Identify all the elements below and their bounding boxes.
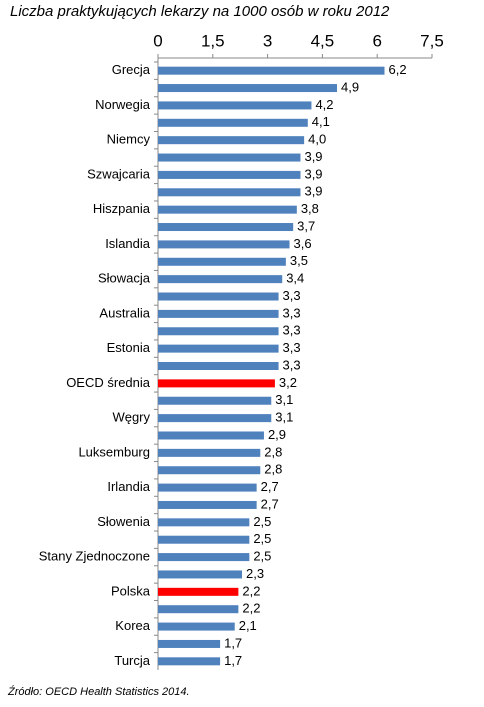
bar [158,292,279,301]
y-tick-label: Korea [115,618,150,633]
value-label: 3,3 [283,288,301,303]
bar [158,414,272,423]
y-tick-label: Grecja [112,62,151,77]
value-label: 3,4 [286,271,304,286]
chart-title: Liczba praktykujących lekarzy na 1000 os… [10,3,390,20]
value-label: 4,0 [308,132,326,147]
bar [158,344,279,353]
value-label: 3,3 [283,340,301,355]
y-tick-label: Słowacja [98,271,151,286]
value-label: 2,5 [253,549,271,564]
source-note: Źródło: OECD Health Statistics 2014. [7,685,190,698]
value-label: 3,9 [304,149,322,164]
y-tick-label: Niemcy [107,132,151,147]
value-label: 3,1 [275,392,293,407]
bar [158,223,294,232]
y-tick-label: Luksemburg [78,444,150,459]
value-label: 3,2 [279,375,297,390]
value-label: 3,9 [304,166,322,181]
value-label: 4,1 [312,114,330,129]
bar [158,136,305,145]
bar [158,257,286,266]
y-tick-label: Węgry [112,410,150,425]
y-tick-label: Polska [111,583,151,598]
value-label: 2,7 [261,479,279,494]
bar [158,327,279,336]
bar [158,622,235,631]
value-label: 3,6 [294,236,312,251]
value-label: 3,7 [297,218,315,233]
x-tick-label: 7,5 [420,31,444,50]
y-tick-label: Stany Zjednoczone [39,549,150,564]
value-label: 2,1 [239,618,257,633]
y-tick-label: Australia [99,305,150,320]
value-label: 2,5 [253,531,271,546]
value-label: 1,7 [224,653,242,668]
value-label: 2,8 [264,444,282,459]
bar [158,535,250,544]
bar [158,66,385,75]
bar [158,170,301,179]
bar [158,518,250,527]
x-tick-label: 0 [153,31,162,50]
bar [158,483,257,492]
value-label: 2,2 [242,583,260,598]
value-label: 2,2 [242,601,260,616]
bar [158,379,275,388]
value-label: 3,3 [283,323,301,338]
bar [158,553,250,562]
value-label: 3,8 [301,201,319,216]
bar [158,396,272,405]
y-tick-label: Estonia [107,340,151,355]
bar [158,500,257,509]
y-tick-label: Norwegia [95,97,151,112]
y-tick-label: Irlandia [107,479,150,494]
y-tick-label: Islandia [105,236,151,251]
bar [158,362,279,370]
value-label: 1,7 [224,635,242,650]
value-label: 2,5 [253,514,271,529]
x-tick-label: 4,5 [311,31,335,50]
y-tick-label: Szwajcaria [87,166,151,181]
y-tick-label: Słowenia [97,514,151,529]
bar [158,118,308,127]
bar [158,587,239,596]
value-label: 3,5 [290,253,308,268]
value-label: 2,3 [246,566,264,581]
bar [158,188,301,197]
value-label: 2,8 [264,462,282,477]
value-label: 4,9 [341,79,359,94]
value-label: 6,2 [389,62,407,77]
x-tick-label: 1,5 [201,31,225,50]
bar [158,639,221,648]
bar [158,205,297,214]
value-label: 3,3 [283,305,301,320]
bar [158,466,261,475]
x-tick-label: 3 [263,31,272,50]
bar [158,309,279,318]
y-tick-label: OECD średnia [66,375,151,390]
y-tick-label: Hiszpania [93,201,151,216]
value-label: 2,7 [261,496,279,511]
value-label: 3,3 [283,357,301,372]
y-tick-label: Turcja [114,653,150,668]
bar [158,275,283,284]
bar [158,605,239,614]
bar [158,448,261,457]
value-label: 2,9 [268,427,286,442]
bar [158,657,221,666]
x-tick-label: 6 [372,31,381,50]
value-label: 4,2 [315,97,333,112]
bar [158,240,290,249]
bar [158,570,243,579]
bar [158,101,312,110]
value-label: 3,9 [304,184,322,199]
bar [158,153,301,162]
value-label: 3,1 [275,410,293,425]
bar [158,84,338,93]
bar [158,431,264,440]
